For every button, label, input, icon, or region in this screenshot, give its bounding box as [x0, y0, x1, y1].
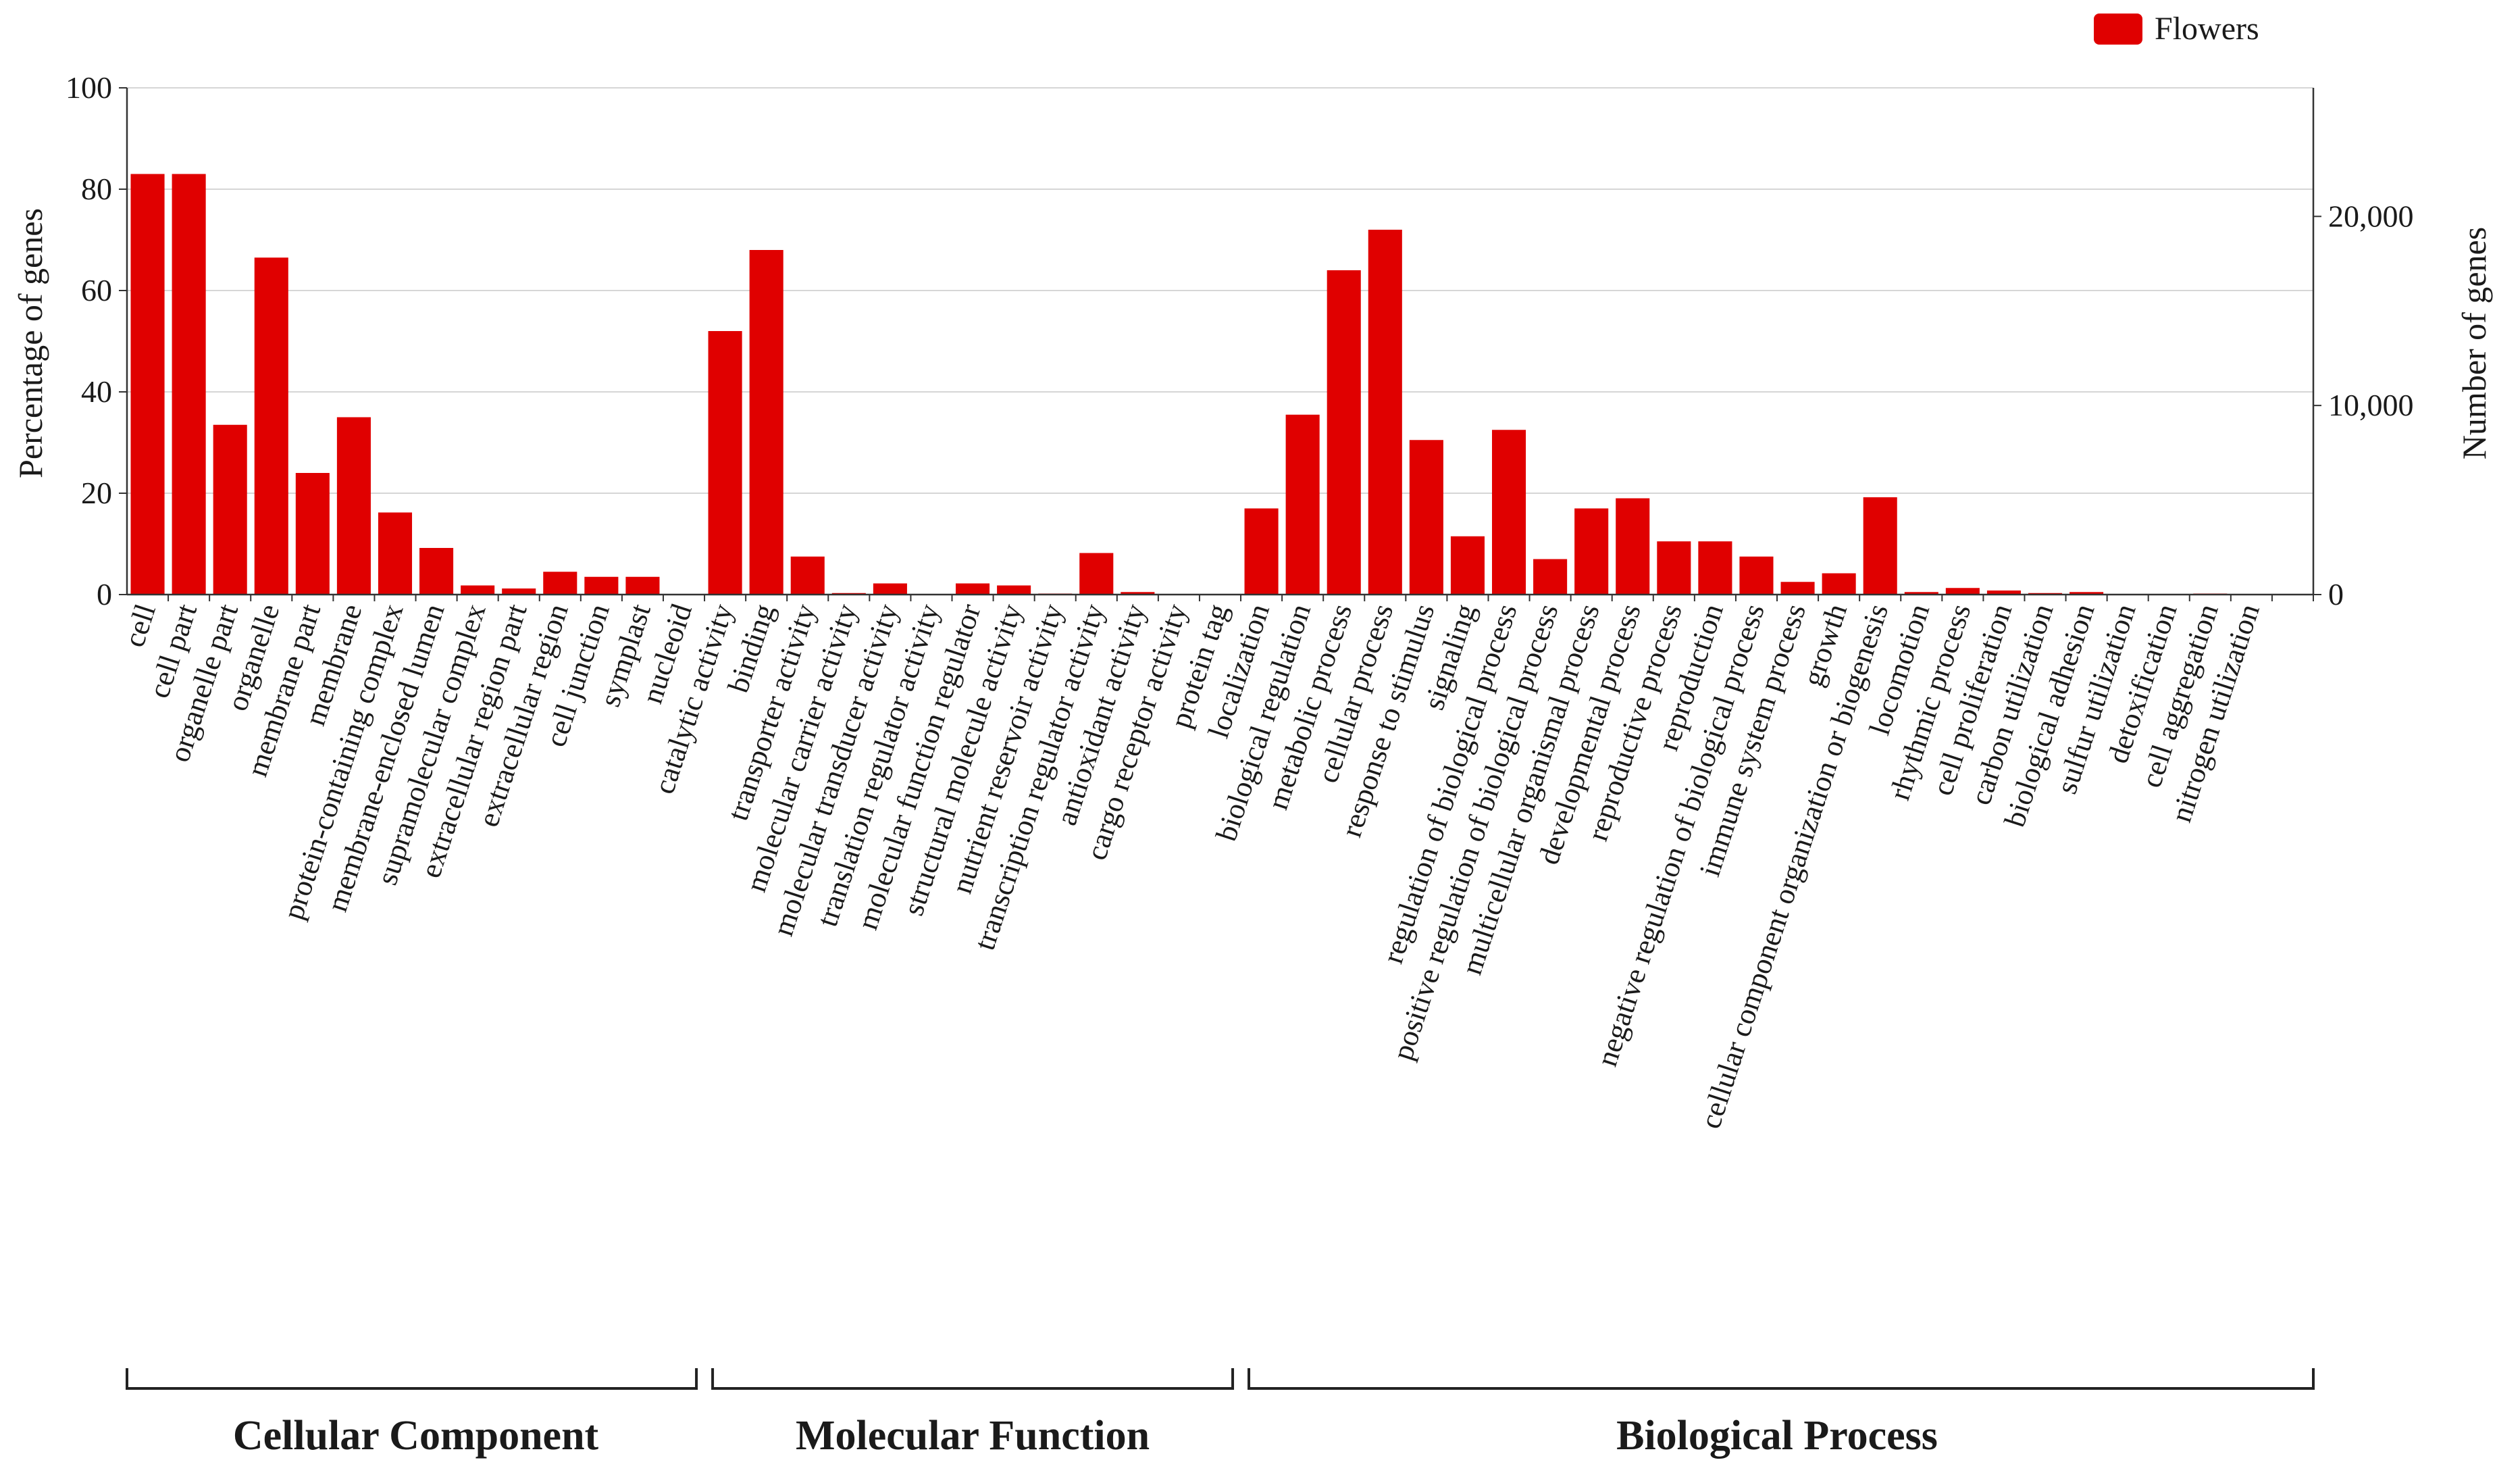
bar-31: [1409, 440, 1443, 595]
y2-tick-label-1: 10,000: [2328, 388, 2414, 422]
y-tick-label-2: 40: [81, 374, 112, 409]
bar-2: [213, 424, 247, 595]
group-label-0: Cellular Component: [233, 1413, 599, 1459]
bar-29: [1327, 270, 1361, 595]
bar-32: [1450, 536, 1485, 595]
bar-38: [1698, 541, 1732, 595]
bar-16: [790, 556, 825, 595]
bar-21: [997, 585, 1031, 595]
bar-43: [1904, 592, 1938, 595]
bar-36: [1616, 498, 1650, 595]
legend-label-flowers: Flowers: [2155, 11, 2259, 47]
bar-24: [1121, 592, 1155, 595]
y-tick-label-3: 60: [81, 273, 112, 307]
group-bracket-1: [711, 1368, 1235, 1390]
y2-axis-title: Number of genes: [2455, 227, 2493, 459]
bar-40: [1780, 582, 1815, 595]
legend-swatch-flowers: [2094, 14, 2142, 45]
bar-1: [172, 174, 206, 595]
bar-34: [1533, 559, 1568, 595]
group-bracket-0: [126, 1368, 698, 1390]
y-tick-label-0: 0: [97, 577, 112, 611]
bars: [130, 174, 2310, 595]
bar-27: [1244, 508, 1279, 595]
bar-0: [130, 174, 165, 595]
bar-30: [1368, 230, 1402, 595]
y-tick-label-5: 100: [66, 70, 112, 105]
bar-10: [543, 572, 577, 595]
y-axis-title: Percentage of genes: [11, 208, 49, 478]
bar-42: [1863, 497, 1897, 595]
bar-14: [708, 331, 742, 595]
bar-9: [502, 588, 536, 595]
bar-7: [419, 548, 454, 595]
bar-20: [956, 583, 990, 595]
bar-39: [1739, 556, 1774, 595]
axes: 0 20 40 60 80 100 0 10,000 20,000: [66, 70, 2414, 611]
bar-6: [378, 512, 413, 595]
bar-23: [1079, 553, 1114, 595]
bar-15: [749, 250, 783, 595]
bar-4: [295, 473, 330, 595]
bar-37: [1657, 541, 1691, 595]
y-tick-label-4: 80: [81, 172, 112, 206]
group-label-1: Molecular Function: [796, 1413, 1150, 1459]
bar-12: [625, 576, 660, 595]
bar-41: [1822, 573, 1856, 595]
y2-tick-label-0: 0: [2328, 577, 2344, 611]
bar-33: [1491, 430, 1526, 595]
group-bracket-2: [1248, 1368, 2315, 1390]
legend: Flowers: [2094, 11, 2259, 47]
bar-45: [1986, 591, 2021, 595]
group-label-2: Biological Process: [1616, 1413, 1938, 1459]
category-label-0: cell: [118, 600, 162, 651]
y-tick-label-1: 20: [81, 476, 112, 510]
bar-18: [873, 583, 907, 595]
bar-47: [2069, 592, 2104, 595]
bar-8: [461, 585, 495, 595]
bar-35: [1574, 508, 1609, 595]
bar-3: [254, 257, 288, 595]
gridlines: [127, 87, 2313, 494]
category-groups: Cellular Component Molecular Function Biol…: [126, 1368, 2315, 1459]
bar-11: [584, 576, 619, 595]
bar-28: [1285, 414, 1320, 595]
bar-44: [1945, 588, 1980, 595]
bar-5: [336, 417, 371, 595]
y2-tick-label-2: 20,000: [2328, 199, 2414, 233]
